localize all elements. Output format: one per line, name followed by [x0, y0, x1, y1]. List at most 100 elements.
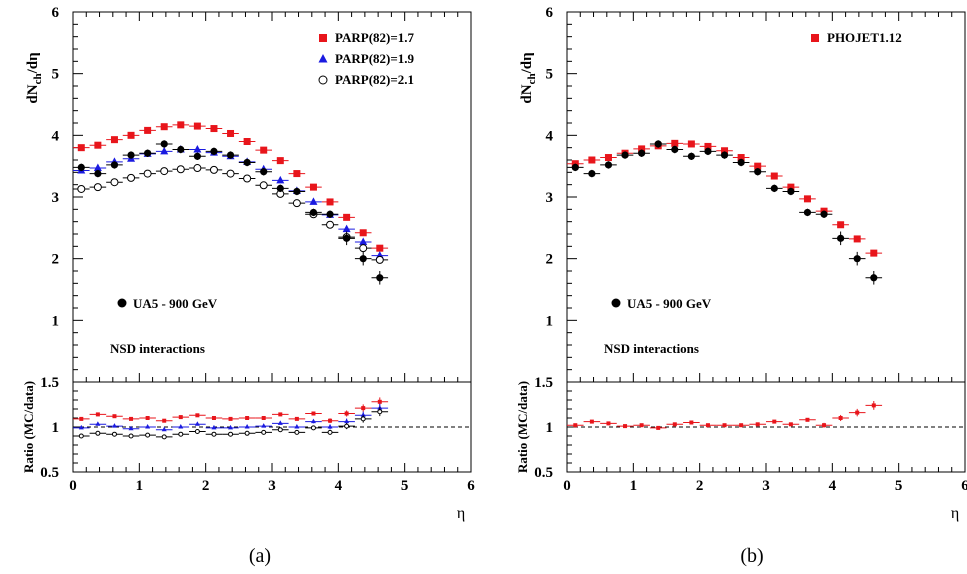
y-tick-label: 6: [546, 5, 554, 21]
ratio-point: [310, 425, 316, 431]
y-tick-label: 3: [52, 190, 60, 206]
ratio-point: [129, 416, 134, 421]
ratio-point: [327, 429, 333, 435]
data-point: [276, 184, 284, 192]
ratio-point: [194, 421, 200, 426]
ratio-point: [78, 424, 84, 430]
data-point: [110, 161, 119, 169]
ratio-point: [245, 416, 250, 420]
mc-point: [638, 145, 646, 153]
y-tick-label: 1: [52, 313, 60, 329]
data-point: [588, 169, 596, 178]
ratio-point: [244, 430, 250, 436]
ratio-point: [261, 423, 267, 428]
panel-b: 0 1 2 3 4 5 6 1 2 3 4 5 6 0.5 1 1.5 dNch/dη Ratio (MC/dat…: [515, 5, 967, 567]
data-legend-label: UA5 - 900 GeV: [627, 296, 712, 311]
mc-point: [193, 122, 201, 130]
mc-point: [770, 172, 778, 180]
data-point: [94, 169, 102, 178]
ratio-point: [261, 429, 267, 435]
y-tick-ratio-label: 1.5: [534, 375, 553, 391]
ratio-point: [278, 412, 283, 417]
mc-point: [77, 184, 86, 193]
main-plot-frame: [566, 11, 966, 383]
mc-point: [853, 235, 861, 243]
series-ua5-data: [567, 140, 883, 285]
ratio-point: [606, 421, 611, 426]
data-point: [604, 161, 613, 169]
x-tick-label: 4: [829, 478, 837, 494]
data-point: [343, 234, 351, 242]
ratio-point: [360, 412, 366, 417]
x-tick-label: 0: [563, 478, 571, 494]
mc-point: [226, 169, 235, 178]
ratio-point: [194, 429, 200, 434]
ratio-point: [78, 433, 84, 439]
data-point: [571, 163, 579, 171]
ratio-point: [656, 425, 661, 430]
mc-point: [292, 199, 301, 208]
ratio-point: [178, 424, 184, 429]
ratio-point: [261, 416, 266, 420]
x-tick-label: 4: [335, 478, 343, 494]
panel-a: 0 1 2 3 4 5 6 1 2 3 4 5 6 0.5 1 1.5 dNch/dη Ratio (MC/dat…: [21, 5, 475, 567]
mc-point: [127, 173, 136, 182]
ratio-point: [855, 410, 860, 415]
x-tick-label: 5: [895, 478, 903, 494]
ratio-point: [145, 416, 150, 420]
data-point: [720, 151, 729, 159]
legend-marker: [319, 34, 327, 42]
x-tick-label: 6: [467, 478, 475, 494]
data-legend-label: UA5 - 900 GeV: [133, 296, 218, 311]
y-axis-title-part: dN: [25, 84, 41, 103]
x-tick-label: 2: [202, 478, 210, 494]
mc-point: [160, 167, 169, 176]
ratio-point: [739, 423, 744, 428]
ratio-point: [145, 432, 151, 438]
mc-point: [803, 195, 811, 203]
mc-point: [837, 221, 845, 229]
mc-point: [343, 213, 351, 221]
x-tick-label: 5: [401, 478, 409, 494]
mc-point: [260, 146, 268, 154]
mc-point: [721, 147, 729, 155]
mc-point: [110, 136, 118, 144]
y-tick-label: 5: [52, 67, 60, 83]
data-point: [687, 152, 695, 160]
data-point: [737, 158, 745, 167]
ratio-point: [311, 411, 316, 416]
ratio-point: [639, 423, 644, 428]
y-tick-ratio-label: 1.5: [40, 375, 59, 391]
ratio-point: [294, 424, 300, 429]
y-tick-ratio-label: 1: [546, 420, 554, 436]
ratio-point: [755, 422, 760, 427]
x-axis-title: η: [951, 505, 959, 522]
ratio-point: [79, 416, 84, 421]
legend: PARP(82)=1.7 PARP(82)=1.9 PARP(82)=2.1: [318, 30, 415, 87]
data-point: [638, 149, 646, 157]
mc-point: [704, 142, 712, 150]
ratio-point: [162, 418, 167, 423]
mc-point: [309, 197, 318, 205]
series-phojet1-12: [567, 139, 883, 430]
ratio-point: [128, 425, 134, 431]
data-point: [243, 158, 251, 167]
mc-point: [160, 146, 169, 155]
data-point: [803, 208, 812, 217]
data-point: [704, 147, 712, 155]
mc-point: [93, 163, 102, 172]
mc-point: [177, 121, 185, 129]
mc-point: [737, 154, 745, 162]
ratio-point: [161, 434, 167, 440]
mc-point: [326, 220, 335, 229]
ratio-point: [95, 421, 101, 426]
legend-label: PARP(82)=1.7: [335, 30, 415, 45]
y-tick-label: 4: [52, 128, 60, 144]
ratio-point: [211, 416, 216, 420]
ratio-point: [277, 420, 283, 425]
data-point: [837, 234, 845, 242]
data-point: [144, 149, 152, 157]
data-point: [127, 151, 135, 159]
legend-label: PHOJET1.12: [827, 30, 902, 45]
data-point: [177, 145, 185, 154]
